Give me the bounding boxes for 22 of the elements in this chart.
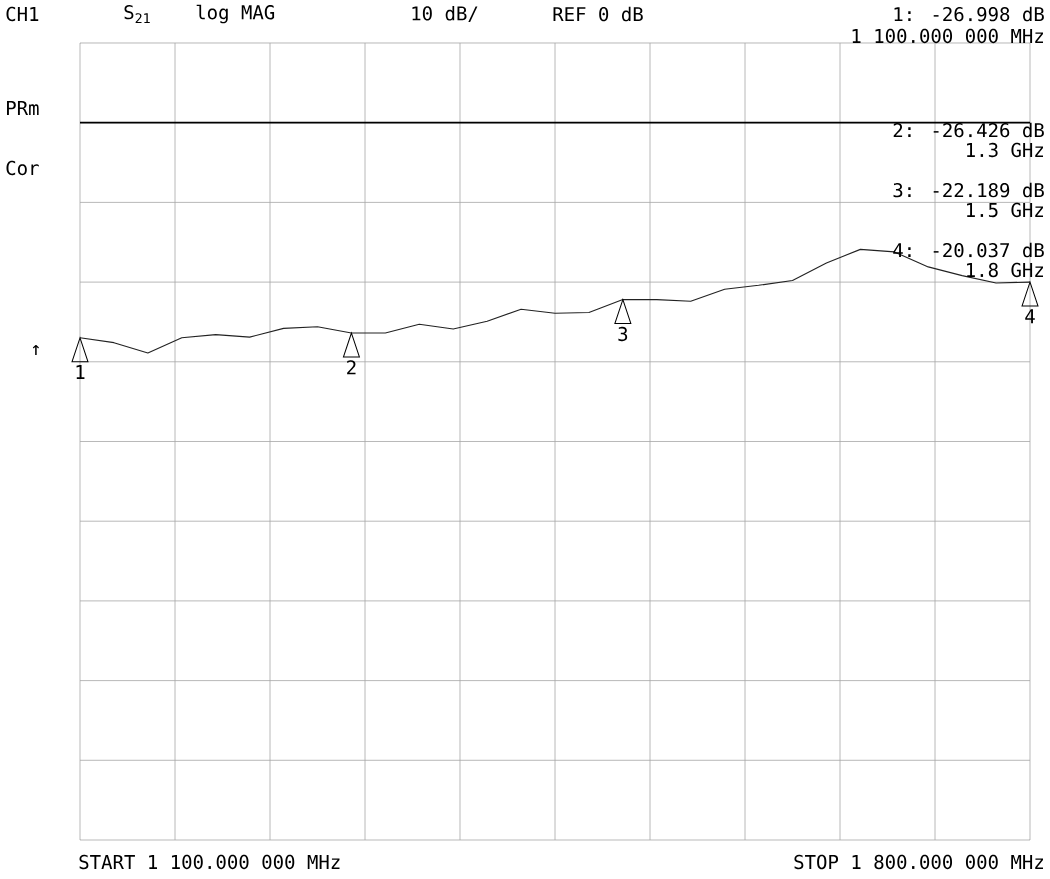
- text: REF 0 dB: [553, 6, 643, 22]
- text: 10 dB/: [412, 5, 478, 23]
- annotation: 4: [1025, 309, 1035, 324]
- text: STOP 1 800.000 000 MHz: [794, 854, 1043, 870]
- text: log MAG: [196, 4, 275, 24]
- text: START 1 100.000 000 MHz: [79, 854, 340, 870]
- annotation: 1.8 GHz: [967, 262, 1044, 278]
- annotation: 3: [618, 326, 628, 342]
- annotation: 1.5 GHz: [967, 202, 1044, 218]
- annotation: 2: -26.426 dB: [893, 122, 1044, 138]
- text: PRm: [7, 101, 39, 115]
- text: 1: [76, 365, 85, 379]
- text: CH1: [6, 6, 39, 22]
- text: 1: -26.998 dB: [894, 6, 1044, 22]
- text: S$_{21}$: [124, 4, 150, 23]
- annotation: 3: -22.189 dB: [893, 182, 1044, 198]
- text: 1 100.000 000 MHz: [852, 28, 1043, 44]
- annotation: 1.3 GHz: [967, 142, 1044, 158]
- text: ↑: [32, 344, 39, 356]
- text: 2: [347, 360, 356, 375]
- text: Cor: [6, 160, 39, 176]
- annotation: 4: -20.037 dB: [893, 242, 1044, 258]
